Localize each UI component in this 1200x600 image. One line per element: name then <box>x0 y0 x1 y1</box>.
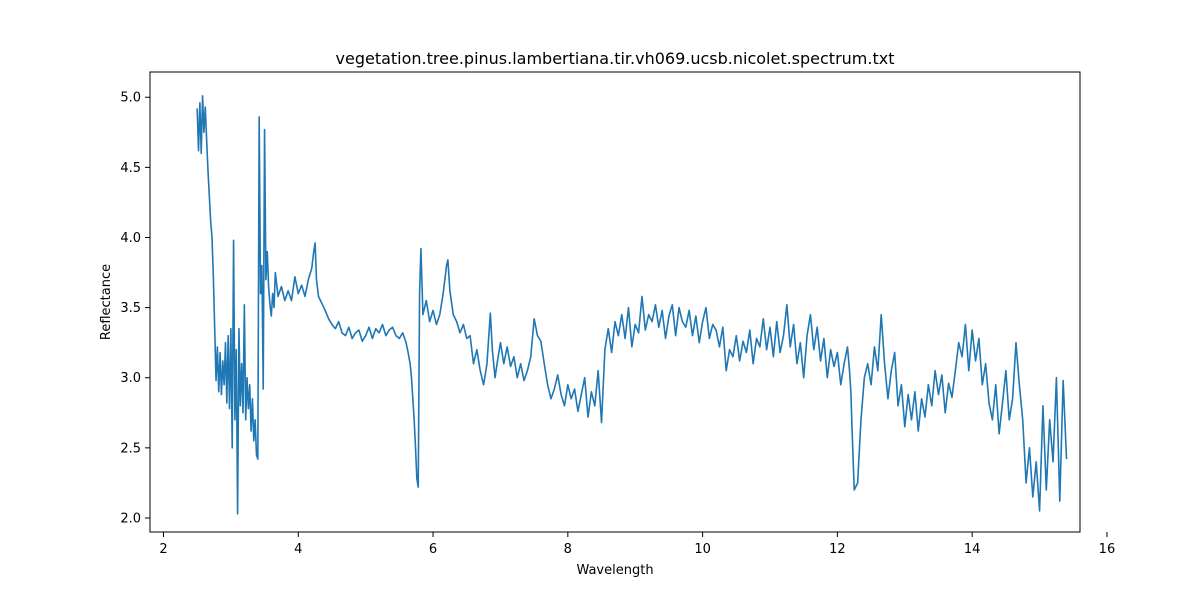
y-tick-label: 2.0 <box>120 511 141 526</box>
x-tick-label: 12 <box>829 542 846 557</box>
x-tick-label: 2 <box>159 542 167 557</box>
chart-title: vegetation.tree.pinus.lambertiana.tir.vh… <box>336 49 895 68</box>
x-axis-ticks: 2 4 6 8 10 12 14 16 <box>159 532 1115 557</box>
plot-area <box>149 71 1081 533</box>
x-tick-label: 4 <box>294 542 302 557</box>
y-axis-label: Reflectance <box>99 264 114 340</box>
y-tick-label: 3.0 <box>120 371 141 386</box>
y-tick-label: 2.5 <box>120 441 141 456</box>
y-axis-ticks: 2.0 2.5 3.0 3.5 4.0 4.5 5.0 <box>120 91 150 526</box>
x-tick-label: 8 <box>564 542 572 557</box>
x-tick-label: 10 <box>694 542 711 557</box>
x-tick-label: 14 <box>964 542 981 557</box>
x-axis-label: Wavelength <box>576 563 653 578</box>
x-tick-label: 6 <box>429 542 437 557</box>
x-tick-label: 16 <box>1099 542 1116 557</box>
y-tick-label: 3.5 <box>120 301 141 316</box>
spectrum-line <box>196 95 1068 515</box>
y-tick-label: 5.0 <box>120 91 141 106</box>
y-tick-label: 4.5 <box>120 161 141 176</box>
y-tick-label: 4.0 <box>120 231 141 246</box>
